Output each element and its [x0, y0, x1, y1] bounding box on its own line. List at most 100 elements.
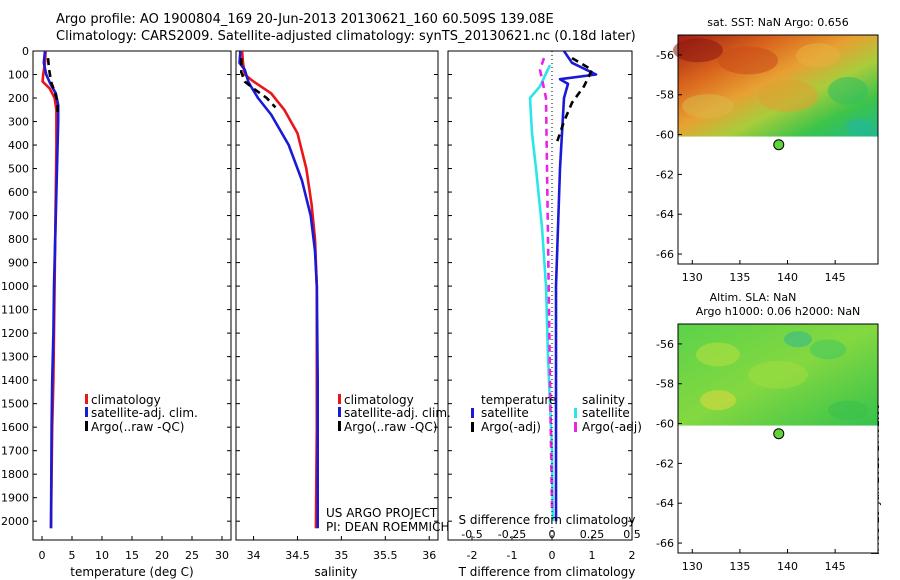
legend-label-t-satellite: satellite [481, 406, 529, 420]
ytick-label: -62 [656, 457, 674, 470]
ytick-label: -56 [656, 49, 674, 62]
ytick-label: -62 [656, 168, 674, 181]
xtick-label: 34 [247, 549, 261, 562]
legend-label-climatology: climatology [91, 393, 161, 407]
ytick-label: -66 [656, 537, 674, 550]
heatmap-patch [700, 390, 736, 411]
ytick-label: 2000 [1, 515, 29, 528]
xtick-label: 34.5 [285, 549, 310, 562]
sla-heatmap: 130 135 140 145 -56 -58 -60 -62 -64 -66 [656, 323, 879, 573]
temperature-legend: climatology satellite-adj. clim. Argo(..… [85, 393, 198, 434]
ytick-label: -66 [656, 248, 674, 261]
ytick-label: 1000 [1, 280, 29, 293]
pi-annotation: PI: DEAN ROEMMICH [326, 520, 449, 534]
xtick-label: 130 [682, 271, 703, 284]
difference-legend: temperature salinity satellite Argo(-adj… [471, 393, 642, 434]
series-line-salinity-satellite [528, 64, 555, 522]
ytick-label: 300 [8, 116, 29, 129]
argo-location-marker [773, 428, 785, 440]
legend-label-argo: Argo(..raw -QC) [91, 420, 184, 434]
heatmap-patch [846, 118, 870, 135]
legend-group-salinity: salinity [582, 393, 625, 407]
heatmap-patch [828, 76, 868, 105]
argo-location-marker [773, 139, 785, 151]
difference-xlabel-top: S difference from climatology [459, 513, 636, 527]
ytick-label: -64 [656, 208, 674, 221]
legend-swatch-climatology [338, 394, 341, 404]
xtick-label: 20 [155, 549, 169, 562]
ytick-label: 200 [8, 92, 29, 105]
xtick-label: 35 [334, 549, 348, 562]
ytick-label: 500 [8, 163, 29, 176]
legend-swatch-t-argo [471, 422, 474, 432]
ytick-label: 1300 [1, 351, 29, 364]
ytick-label: 100 [8, 69, 29, 82]
xtick-label: 140 [777, 271, 798, 284]
temperature-axes [32, 50, 232, 541]
series-line-salinity-argo-adj [538, 57, 554, 510]
legend-label-s-argo: Argo(-adj) [582, 420, 642, 434]
legend-label-argo: Argo(..raw -QC) [344, 420, 437, 434]
sla-map-title-line2: Argo h1000: 0.06 h2000: NaN [696, 305, 861, 318]
series-line-argo-raw-qc [46, 57, 59, 113]
heatmap-patch [796, 43, 840, 68]
xtick-label-salinity: -0.5 [461, 528, 482, 541]
ytick-label: 800 [8, 233, 29, 246]
ytick-label: 0 [22, 45, 29, 58]
salinity-legend: climatology satellite-adj. clim. Argo(..… [326, 393, 451, 534]
map-frame [677, 323, 879, 554]
xtick-label: 145 [825, 271, 846, 284]
figure-title-line2: Climatology: CARS2009. Satellite-adjuste… [56, 29, 636, 44]
xtick-label: 30 [215, 549, 229, 562]
xtick-label-salinity: -0.25 [498, 528, 526, 541]
xtick-label-salinity: 0.25 [580, 528, 605, 541]
project-annotation: US ARGO PROJECT [326, 506, 438, 520]
xtick-label: 145 [825, 560, 846, 573]
heatmap-patch [696, 342, 740, 367]
figure-title-line1: Argo profile: AO 1900804_169 20-Jun-2013… [56, 12, 554, 27]
series-line-climatology [240, 51, 319, 529]
difference-plot [528, 51, 598, 540]
heatmap-patch [828, 400, 868, 421]
legend-label-s-satellite: satellite [582, 406, 630, 420]
ytick-label: 600 [8, 186, 29, 199]
ytick-label: -58 [656, 89, 674, 102]
legend-label-t-argo: Argo(-adj) [481, 420, 541, 434]
series-line-argo-raw-qc [240, 58, 277, 109]
heatmap-patch [748, 360, 808, 389]
ytick-label: -60 [656, 418, 674, 431]
legend-swatch-argo [338, 421, 341, 431]
temperature-xlabel: temperature (deg C) [70, 565, 193, 579]
ytick-label: -58 [656, 378, 674, 391]
xtick-label: 1 [589, 549, 596, 562]
ytick-label: 1700 [1, 445, 29, 458]
ytick-label: -56 [656, 338, 674, 351]
salinity-xlabel: salinity [314, 565, 357, 579]
ytick-label: 1600 [1, 421, 29, 434]
xtick-label-salinity: 0 [549, 528, 556, 541]
xtick-label: 15 [125, 549, 139, 562]
difference-xlabel: T difference from climatology [458, 565, 636, 579]
xtick-label: 35.5 [373, 549, 398, 562]
ytick-label: 1800 [1, 468, 29, 481]
xtick-label: 130 [682, 560, 703, 573]
series-line-temperature-argo-adj [554, 56, 594, 146]
xtick-label: 140 [777, 560, 798, 573]
ytick-label: 1500 [1, 398, 29, 411]
legend-swatch-satellite-adj [338, 407, 341, 417]
xtick-label: 0 [39, 549, 46, 562]
ytick-label: 1100 [1, 304, 29, 317]
heatmap-patch [810, 339, 846, 360]
difference-axes [447, 50, 633, 541]
ytick-label: 700 [8, 210, 29, 223]
heatmap-patch [784, 331, 812, 348]
ytick-label: 900 [8, 257, 29, 270]
ytick-label: -64 [656, 497, 674, 510]
series-line-satellite-adj-clim [238, 51, 320, 529]
xtick-label: 0 [549, 549, 556, 562]
legend-label-climatology: climatology [344, 393, 414, 407]
heatmap-patch [673, 38, 723, 63]
map-frame [677, 34, 879, 265]
heatmap-patch [718, 46, 778, 75]
